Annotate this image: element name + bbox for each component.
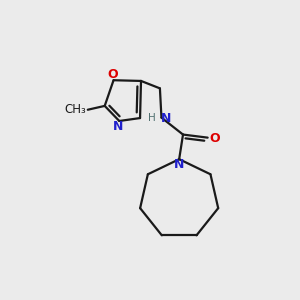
Text: N: N <box>113 120 124 133</box>
Text: N: N <box>174 158 184 171</box>
Text: O: O <box>107 68 118 81</box>
Text: H: H <box>148 113 156 123</box>
Text: N: N <box>161 112 171 125</box>
Text: CH₃: CH₃ <box>64 103 86 116</box>
Text: O: O <box>209 132 220 145</box>
